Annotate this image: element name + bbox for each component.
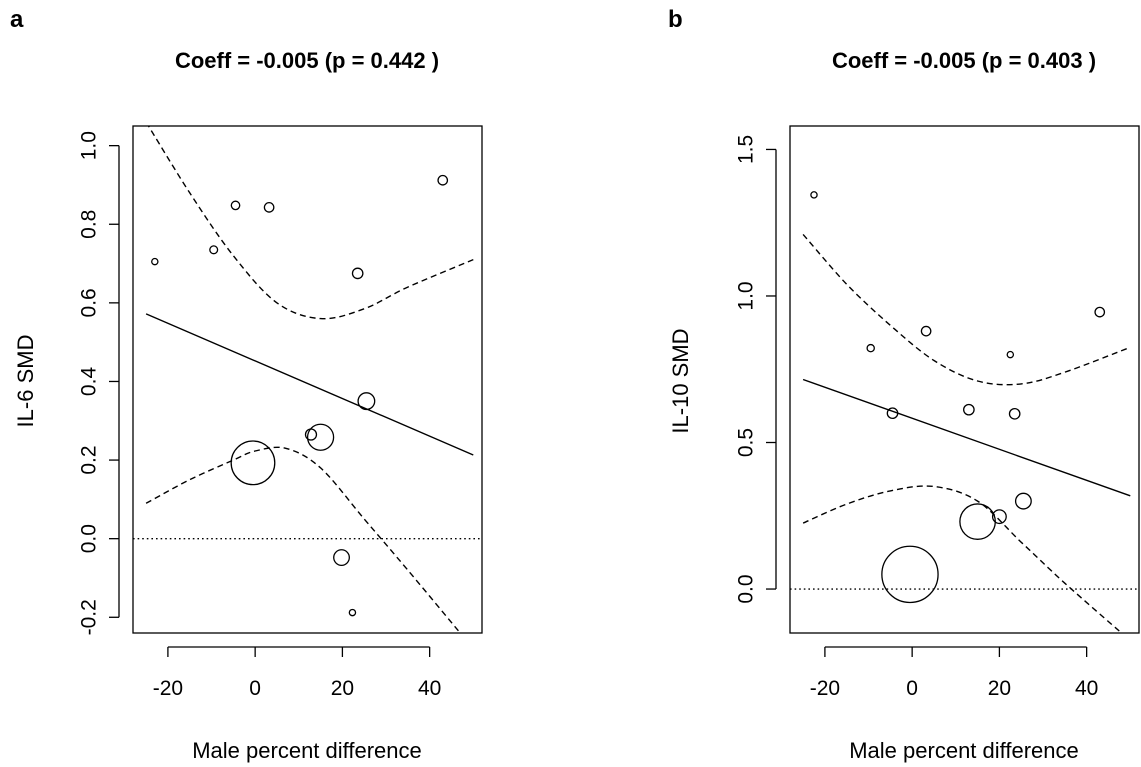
y-tick-label: 0.0 xyxy=(78,524,101,553)
axis-ticks: -20 0 20 40 -0.2 0.0 0.2 0.4 0.6 0.8 1.0 xyxy=(78,131,442,700)
fit-lines xyxy=(790,233,1139,633)
data-point xyxy=(881,545,939,604)
data-point xyxy=(1014,492,1032,510)
y-tick-label: 0.2 xyxy=(78,445,101,474)
confidence-lower-curve xyxy=(145,446,461,633)
data-point xyxy=(1008,407,1021,420)
data-point xyxy=(306,423,335,451)
data-point xyxy=(230,440,276,486)
y-tick-label: 0.8 xyxy=(78,210,101,239)
data-point xyxy=(1006,350,1015,359)
y-tick-label: 0.4 xyxy=(78,367,101,397)
y-tick-label: 0.5 xyxy=(735,428,758,457)
y-axis-title: IL-6 SMD xyxy=(13,335,38,428)
x-axis-title: Male percent difference xyxy=(192,738,422,763)
x-tick-label: 0 xyxy=(906,677,918,700)
data-point xyxy=(920,325,932,337)
fit-lines xyxy=(133,126,482,633)
data-point xyxy=(991,509,1007,525)
data-point xyxy=(810,191,818,199)
panel-letter: a xyxy=(10,6,24,33)
confidence-upper-curve xyxy=(802,233,1131,386)
chart-title: Coeff = -0.005 (p = 0.403 ) xyxy=(832,48,1096,73)
data-point xyxy=(959,503,996,540)
data-point xyxy=(1094,306,1106,318)
x-tick-label: 40 xyxy=(1075,677,1098,700)
y-axis-title: IL-10 SMD xyxy=(668,328,693,433)
data-point xyxy=(263,202,275,213)
data-point xyxy=(357,392,376,411)
data-point xyxy=(866,343,875,353)
plot-frame xyxy=(132,125,483,634)
data-points xyxy=(151,174,449,617)
data-point xyxy=(151,257,159,266)
data-point xyxy=(333,549,350,566)
y-tick-label: 1.5 xyxy=(735,135,758,164)
data-point xyxy=(230,200,241,211)
data-point xyxy=(348,608,357,617)
confidence-upper-curve xyxy=(147,126,474,320)
axis-ticks: -20 0 20 40 0.0 0.5 1.0 1.5 xyxy=(735,135,1099,700)
x-tick-label: 20 xyxy=(331,677,354,700)
y-tick-label: 0.6 xyxy=(78,288,101,317)
panel-a: a Coeff = -0.005 (p = 0.442 ) IL-6 SMD M… xyxy=(10,6,483,763)
chart-title: Coeff = -0.005 (p = 0.442 ) xyxy=(175,48,439,73)
y-tick-label: -0.2 xyxy=(78,599,101,635)
y-tick-label: 1.0 xyxy=(735,281,758,310)
x-tick-label: 0 xyxy=(249,677,261,700)
panel-b: b Coeff = -0.005 (p = 0.403 ) IL-10 SMD … xyxy=(668,6,1140,763)
plot-frame xyxy=(789,125,1140,634)
confidence-lower-curve xyxy=(802,485,1122,633)
data-point xyxy=(886,407,899,420)
data-point xyxy=(437,174,449,186)
data-point xyxy=(209,245,219,255)
y-tick-label: 1.0 xyxy=(78,131,101,160)
x-tick-label: -20 xyxy=(153,677,183,700)
x-axis-title: Male percent difference xyxy=(849,738,1079,763)
regression-line xyxy=(145,313,474,456)
x-tick-label: 20 xyxy=(988,677,1011,700)
y-tick-label: 0.0 xyxy=(735,574,758,603)
data-point xyxy=(963,403,975,416)
data-point xyxy=(351,267,364,280)
x-tick-label: 40 xyxy=(418,677,441,700)
x-tick-label: -20 xyxy=(810,677,840,700)
data-points xyxy=(810,191,1106,604)
regression-line xyxy=(802,378,1131,497)
panel-letter: b xyxy=(668,6,683,33)
